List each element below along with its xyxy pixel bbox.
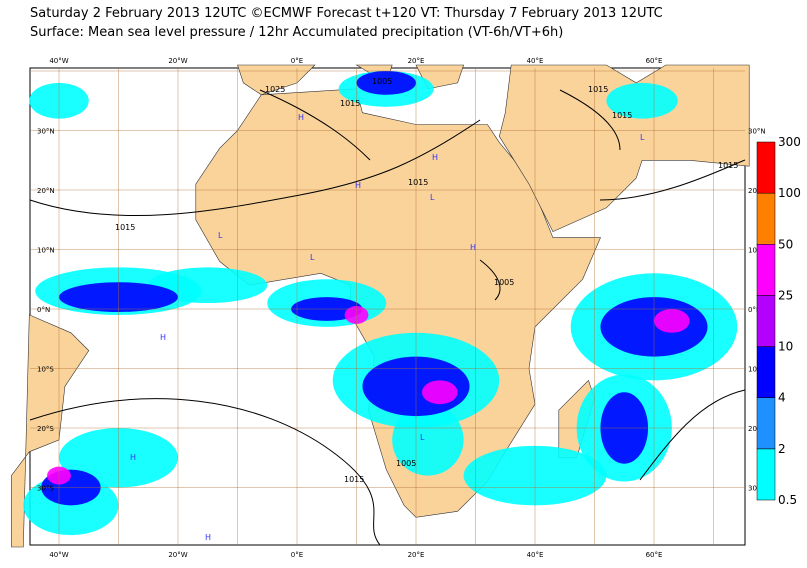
legend-level: 10 bbox=[778, 340, 793, 354]
legend-level: 50 bbox=[778, 237, 793, 251]
isobar-label: 1025 bbox=[265, 85, 285, 94]
pressure-centre: H bbox=[470, 243, 476, 252]
precipitation-area bbox=[421, 380, 458, 405]
pressure-centre: L bbox=[640, 133, 645, 142]
legend-level: 2 bbox=[778, 442, 786, 456]
latitude-label: 0°N bbox=[37, 306, 50, 314]
longitude-label: 40°W bbox=[49, 551, 68, 559]
longitude-label: 40°E bbox=[527, 551, 544, 559]
isobar bbox=[559, 89, 621, 151]
longitude-label: 60°E bbox=[646, 57, 663, 65]
isobar-label: 1015 bbox=[344, 475, 364, 484]
longitude-label: 20°W bbox=[168, 551, 187, 559]
legend-level: 0.5 bbox=[778, 493, 797, 507]
legend-level: 25 bbox=[778, 288, 793, 302]
pressure-centre: L bbox=[218, 231, 223, 240]
legend-level: 300 bbox=[778, 135, 801, 149]
isobar bbox=[599, 159, 746, 201]
latitude-label: 10°S bbox=[37, 366, 54, 374]
isobar-label: 1015 bbox=[340, 99, 360, 108]
pressure-centre: H bbox=[355, 181, 361, 190]
longitude-label: 20°W bbox=[168, 57, 187, 65]
legend-level: 100 bbox=[778, 186, 801, 200]
legend-box bbox=[756, 141, 776, 194]
pressure-centre: L bbox=[310, 253, 315, 262]
isobar-label: 1005 bbox=[494, 278, 514, 287]
latitude-label: 20°S bbox=[748, 425, 765, 433]
isobar bbox=[479, 259, 501, 301]
isobar-label: 1005 bbox=[396, 459, 416, 468]
legend-box bbox=[756, 244, 776, 296]
isobar bbox=[639, 389, 746, 481]
isobar bbox=[259, 89, 371, 161]
latitude-label: 30°S bbox=[37, 485, 54, 493]
precipitation-area bbox=[606, 82, 678, 119]
isobar-label: 1015 bbox=[408, 178, 428, 187]
pressure-centre: H bbox=[205, 533, 211, 542]
legend-box bbox=[756, 346, 776, 398]
longitude-label: 20°E bbox=[408, 57, 425, 65]
pressure-centre: H bbox=[432, 153, 438, 162]
precipitation-area bbox=[392, 404, 464, 476]
land bbox=[237, 64, 316, 96]
latitude-label: 30°N bbox=[748, 128, 766, 136]
latitude-label: 10°S bbox=[748, 366, 765, 374]
latitude-label: 30°N bbox=[37, 128, 55, 136]
isobar bbox=[29, 119, 481, 216]
longitude-label: 40°E bbox=[527, 57, 544, 65]
legend-box bbox=[756, 295, 776, 347]
pressure-centre: L bbox=[420, 433, 425, 442]
pressure-centre: H bbox=[130, 453, 136, 462]
latitude-label: 30°S bbox=[748, 485, 765, 493]
subtitle: Surface: Mean sea level pressure / 12hr … bbox=[30, 25, 564, 40]
longitude-label: 40°W bbox=[49, 57, 68, 65]
land bbox=[11, 314, 90, 548]
latitude-label: 0°N bbox=[748, 306, 761, 314]
isobar bbox=[29, 398, 381, 546]
isobar-label: 1015 bbox=[718, 161, 738, 170]
title: Saturday 2 February 2013 12UTC ©ECMWF Fo… bbox=[30, 6, 663, 21]
legend-level: 4 bbox=[778, 391, 786, 405]
longitude-label: 0°E bbox=[291, 57, 303, 65]
isobar-label: 1015 bbox=[588, 85, 608, 94]
precipitation-area bbox=[356, 71, 416, 95]
pressure-centre: L bbox=[430, 193, 435, 202]
legend-box bbox=[756, 397, 776, 450]
pressure-centre: H bbox=[160, 333, 166, 342]
legend-box bbox=[756, 192, 776, 245]
latitude-label: 20°S bbox=[37, 425, 54, 433]
isobar-label: 1015 bbox=[115, 223, 135, 232]
longitude-label: 20°E bbox=[408, 551, 425, 559]
longitude-label: 60°E bbox=[646, 551, 663, 559]
precipitation-area bbox=[654, 309, 690, 333]
longitude-label: 0°E bbox=[291, 551, 303, 559]
latitude-label: 10°N bbox=[37, 247, 55, 255]
legend-box bbox=[756, 448, 776, 501]
pressure-centre: H bbox=[298, 113, 304, 122]
isobar-label: 1005 bbox=[372, 77, 392, 86]
latitude-label: 20°N bbox=[37, 187, 55, 195]
isobar-label: 1015 bbox=[612, 111, 632, 120]
